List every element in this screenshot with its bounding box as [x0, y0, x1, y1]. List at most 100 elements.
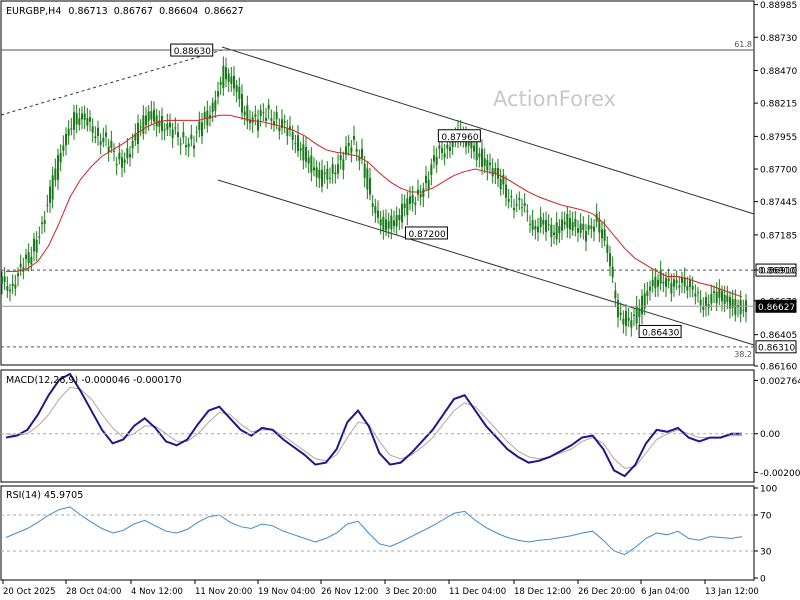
candle-body: [638, 308, 641, 318]
price-tick-label: 0.87955: [760, 133, 797, 143]
candle-body: [102, 137, 105, 143]
candle-body: [294, 143, 297, 145]
candle-body: [187, 143, 190, 147]
candle-body: [51, 175, 54, 200]
candle-body: [97, 127, 99, 136]
time-tick-label: 26 Dec 20:00: [578, 587, 635, 597]
candle-body: [534, 226, 537, 230]
candle-body: [542, 219, 545, 225]
candle-body: [251, 117, 254, 123]
candle-body: [419, 193, 422, 198]
candle-body: [297, 135, 299, 152]
candle-body: [315, 167, 318, 178]
candle-body: [11, 283, 14, 287]
candle-body: [691, 286, 694, 290]
candle-body: [334, 172, 337, 175]
candle-body: [699, 299, 702, 306]
candle-body: [254, 114, 257, 117]
price-tick-label: 0.87445: [760, 198, 797, 208]
candle-body: [326, 168, 329, 180]
candle-body: [281, 119, 283, 129]
candle-body: [371, 203, 374, 207]
candle-body: [41, 222, 43, 225]
candle-body: [243, 111, 246, 115]
candle-body: [587, 224, 590, 230]
candle-body: [659, 270, 662, 284]
time-tick-label: 11 Dec 04:00: [449, 587, 506, 597]
candle-body: [73, 112, 75, 130]
candle-body: [89, 117, 91, 122]
price-level-label: 0.86310: [758, 343, 795, 353]
candle-body: [209, 115, 211, 119]
candle-body: [614, 290, 617, 299]
price-tick-label: 0.88985: [760, 1, 797, 11]
candle-body: [339, 155, 342, 161]
candle-body: [107, 146, 110, 153]
candle-body: [651, 279, 654, 287]
annotation-label: 0.87960: [441, 133, 478, 143]
time-tick-label: 4 Nov 12:00: [131, 587, 183, 597]
candle-body: [222, 65, 225, 88]
macd-lines: [5, 372, 742, 478]
rsi-tick-label: 30: [760, 548, 772, 558]
candle-body: [558, 226, 561, 234]
candle-body: [633, 314, 635, 316]
candle-body: [3, 276, 6, 283]
candle-body: [249, 119, 251, 124]
macd-main-line: [5, 372, 742, 478]
candle-body: [531, 220, 534, 230]
price-tick-label: 0.88470: [760, 67, 797, 77]
candle-body: [14, 284, 17, 289]
candle-body: [345, 146, 347, 156]
candle-body: [406, 198, 409, 216]
candle-body: [569, 218, 571, 230]
candle-body: [451, 142, 454, 147]
candle-body: [123, 159, 126, 164]
candle-body: [246, 105, 249, 122]
candle-body: [57, 155, 59, 180]
candle-body: [590, 225, 593, 229]
candle-body: [190, 134, 193, 140]
candle-body: [153, 109, 155, 122]
candle-body: [275, 112, 278, 120]
candle-body: [398, 215, 401, 221]
candle-body: [62, 145, 65, 151]
candle-body: [598, 219, 601, 233]
candle-body: [481, 148, 483, 167]
candle-body: [331, 164, 334, 174]
time-tick-label: 28 Oct 04:00: [66, 587, 121, 597]
candle-body: [118, 152, 121, 160]
candle-body: [627, 317, 630, 321]
candle-body: [446, 144, 449, 149]
candle-body: [526, 210, 529, 212]
candle-body: [195, 131, 198, 133]
candle-body: [390, 215, 393, 230]
candle-body: [67, 128, 70, 136]
candle-body: [214, 100, 217, 111]
candle-body: [115, 164, 118, 166]
candle-body: [374, 206, 377, 214]
candle-body: [9, 289, 11, 292]
candle-body: [43, 219, 46, 225]
macd-tick-label: 0.00: [760, 430, 780, 440]
candle-body: [694, 293, 697, 297]
rsi-axis: 100 70 30 0: [1, 485, 777, 585]
time-axis: 20 Oct 2025 28 Oct 04:00 4 Nov 12:00 11 Nov…: [2, 580, 759, 597]
candle-body: [670, 282, 673, 294]
candle-body: [278, 127, 281, 132]
candle-body: [502, 174, 505, 185]
candle-body: [683, 277, 686, 287]
candle-body: [155, 115, 158, 127]
candle-body: [265, 117, 267, 121]
macd-title: MACD(12,26,9) -0.000046 -0.000170: [6, 375, 182, 386]
price-level-label: 0.86627: [758, 303, 795, 313]
candle-body: [198, 121, 201, 131]
fib-level-label: 61.8: [734, 40, 752, 49]
candle-body: [129, 153, 131, 158]
candle-body: [553, 232, 555, 235]
annotation-box: [638, 324, 682, 338]
candle-body: [361, 148, 363, 159]
candle-body: [657, 279, 659, 287]
candle-body: [665, 277, 667, 287]
candle-body: [515, 204, 518, 206]
